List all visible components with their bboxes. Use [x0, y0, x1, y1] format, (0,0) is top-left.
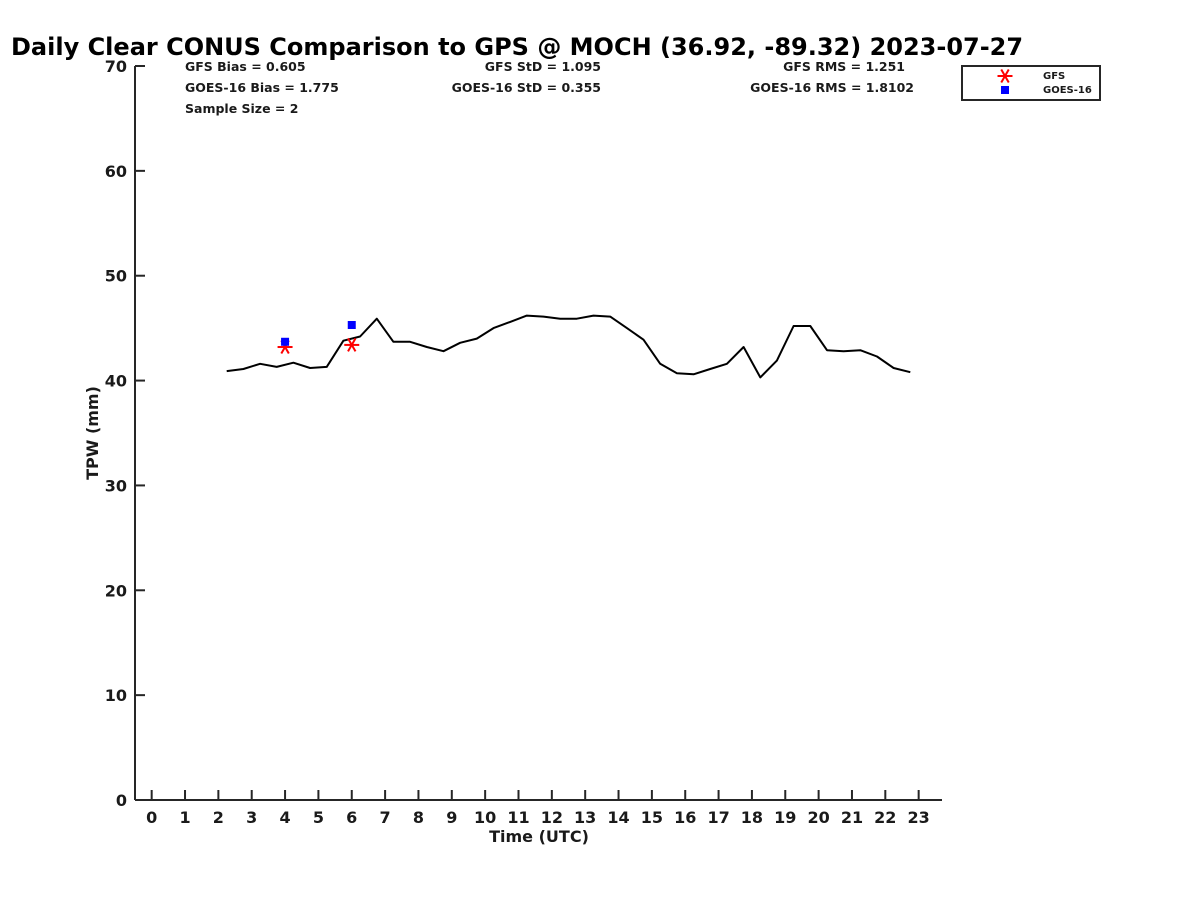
legend-item-gfs: GFS — [997, 69, 1065, 83]
y-tick-label: 30 — [105, 476, 127, 495]
x-tick-label: 4 — [279, 808, 290, 827]
legend-item-goes16: GOES-16 — [1001, 85, 1092, 96]
x-axis-label: Time (UTC) — [489, 827, 589, 846]
x-tick-label: 21 — [841, 808, 863, 827]
gfs-std-stat: GFS StD = 1.095 — [485, 59, 601, 74]
legend-gfs-asterisk — [997, 69, 1013, 83]
x-tick-label: 6 — [346, 808, 357, 827]
x-tick-label: 22 — [874, 808, 896, 827]
y-tick-label: 60 — [105, 162, 127, 181]
y-tick-label: 0 — [116, 791, 127, 810]
goes-std-stat: GOES-16 StD = 0.355 — [452, 80, 601, 95]
x-tick-label: 17 — [707, 808, 729, 827]
x-tick-label: 16 — [674, 808, 696, 827]
y-ticks: 0 10 20 30 40 50 60 70 — [105, 57, 145, 810]
gps-series-line — [226, 314, 911, 379]
x-tick-label: 13 — [574, 808, 596, 827]
y-axis-label: TPW (mm) — [83, 386, 102, 480]
x-tick-label: 14 — [607, 808, 629, 827]
sample-size-stat: Sample Size = 2 — [185, 101, 298, 116]
x-tick-label: 20 — [807, 808, 829, 827]
y-tick-label: 10 — [105, 686, 127, 705]
gfs-rms-stat: GFS RMS = 1.251 — [783, 59, 905, 74]
y-tick-label: 20 — [105, 581, 127, 600]
x-tick-label: 11 — [507, 808, 529, 827]
x-tick-label: 7 — [380, 808, 391, 827]
gfs-bias-stat: GFS Bias = 0.605 — [185, 59, 306, 74]
x-tick-label: 3 — [246, 808, 257, 827]
gfs-point — [344, 337, 360, 352]
x-tick-label: 18 — [741, 808, 763, 827]
x-tick-label: 0 — [146, 808, 157, 827]
chart-title: Daily Clear CONUS Comparison to GPS @ MO… — [11, 33, 1023, 61]
x-tick-label: 23 — [908, 808, 930, 827]
y-tick-label: 70 — [105, 57, 127, 76]
y-tick-label: 50 — [105, 267, 127, 286]
x-tick-label: 8 — [413, 808, 424, 827]
goes-bias-stat: GOES-16 Bias = 1.775 — [185, 80, 339, 95]
legend-goes16-label: GOES-16 — [1043, 85, 1092, 96]
y-tick-label: 40 — [105, 372, 127, 391]
legend-gfs-label: GFS — [1043, 71, 1065, 82]
goes-rms-stat: GOES-16 RMS = 1.8102 — [750, 80, 914, 95]
x-tick-label: 1 — [179, 808, 190, 827]
x-tick-label: 2 — [213, 808, 224, 827]
x-tick-label: 15 — [641, 808, 663, 827]
goes-16-point — [347, 320, 356, 329]
plot-area — [226, 314, 911, 379]
x-tick-label: 10 — [474, 808, 496, 827]
axes — [134, 66, 942, 801]
x-tick-label: 9 — [446, 808, 457, 827]
x-ticks: 0 1 2 3 4 5 6 7 8 9 10 11 12 13 14 15 16 17 18 19 20 21 22 23 — [146, 790, 930, 827]
x-tick-label: 12 — [541, 808, 563, 827]
legend-box — [961, 65, 1101, 101]
legend-goes16-marker — [1001, 86, 1009, 94]
goes-16-point — [281, 337, 290, 346]
x-tick-label: 5 — [313, 808, 324, 827]
x-tick-label: 19 — [774, 808, 796, 827]
legend: GFS GOES-16 — [961, 65, 1101, 101]
legend-gfs-marker — [997, 69, 1013, 83]
